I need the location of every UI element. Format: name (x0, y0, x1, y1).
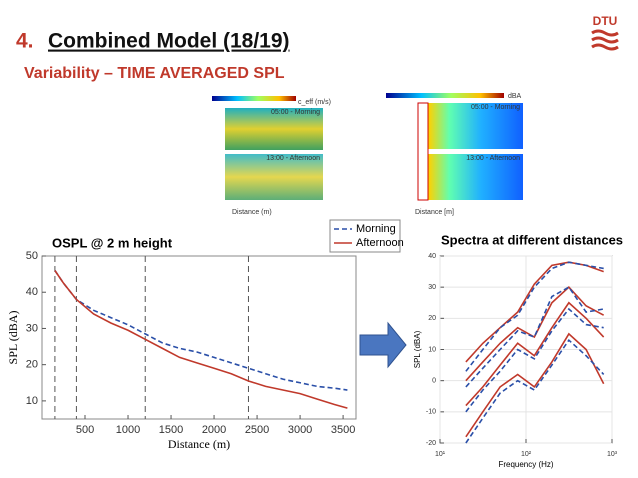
logo: DTU (593, 14, 618, 28)
x-tick-label: 3000 (288, 424, 312, 436)
x-tick-label: 500 (76, 424, 94, 436)
data-line (465, 286, 604, 388)
source-strip (417, 102, 429, 201)
y-tick-label: 20 (428, 315, 436, 322)
colorbar-label: c_eff (m/s) (298, 99, 331, 106)
y-tick-label: 20 (26, 359, 38, 371)
x-tick-label: 1000 (116, 424, 140, 436)
slide-number: 4. (16, 30, 34, 53)
y-tick-label: 0 (432, 378, 436, 385)
panel-label: 05:00 - Morning (471, 104, 520, 111)
x-tick-label: 1500 (159, 424, 183, 436)
data-line (54, 270, 348, 409)
slide-subtitle: Variability – TIME AVERAGED SPL (24, 65, 285, 82)
chart-title: OSPL @ 2 m height (52, 235, 173, 250)
data-line (465, 307, 604, 413)
inset-xlabel: Distance (m) (232, 209, 272, 216)
heatmap (225, 154, 323, 200)
data-line (54, 270, 348, 391)
legend-label: Morning (356, 223, 396, 235)
x-tick-label: 2500 (245, 424, 269, 436)
panel-label: 13:00 - Afternoon (466, 155, 520, 162)
data-line (465, 261, 604, 372)
colorbar-label: dBA (508, 93, 522, 100)
y-tick-label: -20 (426, 440, 436, 447)
plot-area (41, 255, 357, 420)
chart-title: Spectra at different distances (441, 232, 623, 247)
colorbar (386, 93, 504, 98)
panel-label: 05:00 - Morning (271, 109, 320, 116)
data-line (465, 301, 605, 407)
data-line (465, 332, 605, 438)
x-tick-label: 10¹ (435, 451, 446, 458)
data-line (465, 286, 605, 382)
inset-right: dBA 05:00 - Morning 13:00 - Afternoon Di… (386, 93, 523, 216)
legend-label: Afternoon (356, 237, 404, 249)
y-tick-label: 50 (26, 250, 38, 262)
x-tick-label: 2000 (202, 424, 226, 436)
y-tick-label: 10 (26, 395, 38, 407)
y-tick-label: 30 (26, 322, 38, 334)
heatmap (225, 108, 323, 150)
y-tick-label: 10 (428, 346, 436, 353)
data-line (465, 261, 604, 363)
heatmap (418, 103, 523, 149)
inset-left: c_eff (m/s) 05:00 - Morning 13:00 - Afte… (212, 96, 331, 216)
y-tick-label: 40 (428, 253, 436, 260)
arrow (359, 321, 407, 369)
slide-title: Combined Model (18/19) (48, 30, 290, 53)
y-tick-label: 40 (26, 286, 38, 298)
y-tick-label: -10 (426, 409, 436, 416)
y-axis-label: SPL (dBA) (413, 330, 422, 368)
x-tick-label: 10² (521, 451, 532, 458)
x-axis-label: Frequency (Hz) (498, 460, 553, 469)
colorbar (212, 96, 296, 101)
y-axis-label: SPL (dBA) (6, 311, 20, 365)
logo-waves (591, 29, 619, 51)
heatmap (418, 154, 523, 200)
data-line (465, 338, 605, 444)
x-tick-label: 10³ (607, 451, 618, 458)
inset-xlabel: Distance [m] (415, 209, 454, 216)
y-tick-label: 30 (428, 284, 436, 291)
x-tick-label: 3500 (331, 424, 355, 436)
x-axis-label: Distance (m) (168, 437, 230, 451)
panel-label: 13:00 - Afternoon (266, 155, 320, 162)
legend-box (329, 219, 401, 253)
